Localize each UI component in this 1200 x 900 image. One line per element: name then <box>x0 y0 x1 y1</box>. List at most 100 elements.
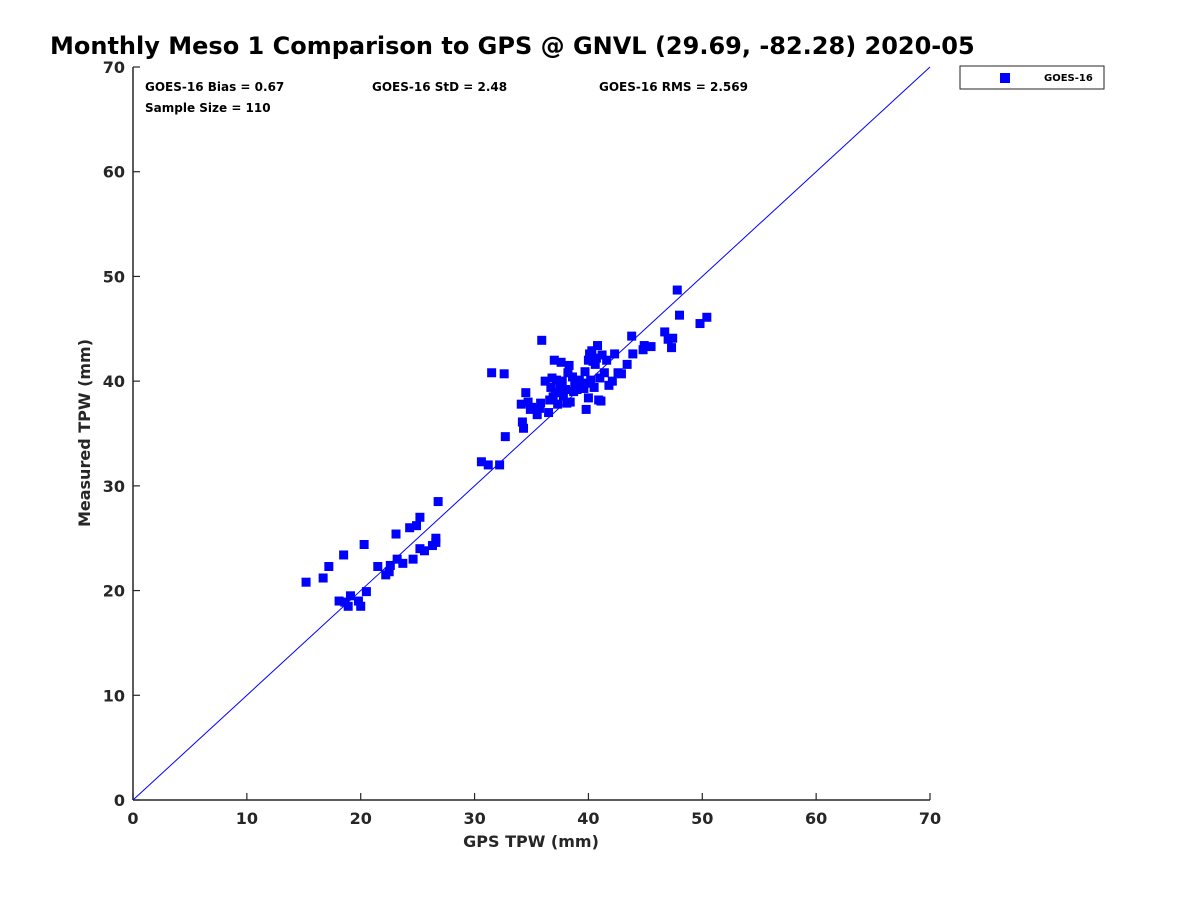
y-axis-ticks: 0 10 20 30 40 50 60 70 <box>103 58 140 810</box>
data-point <box>527 402 536 412</box>
x-tick-label: 50 <box>691 809 713 828</box>
data-point <box>590 359 600 369</box>
x-tick-label: 20 <box>350 809 372 828</box>
data-point <box>487 368 497 378</box>
data-point <box>324 561 334 571</box>
data-point <box>553 399 563 409</box>
data-point <box>384 567 394 577</box>
data-point <box>557 376 567 386</box>
y-tick-label: 20 <box>103 582 125 601</box>
data-point <box>628 349 638 359</box>
data-point <box>392 554 402 564</box>
y-tick-label: 50 <box>103 267 125 286</box>
data-point <box>646 342 656 352</box>
y-tick-label: 40 <box>103 372 125 391</box>
legend-marker <box>1000 73 1010 83</box>
data-point <box>622 359 632 369</box>
bias-stat: GOES-16 Bias = 0.67 <box>145 80 284 94</box>
data-point <box>476 457 486 467</box>
data-point <box>334 596 344 606</box>
data-point <box>602 355 612 365</box>
data-point <box>547 373 557 383</box>
data-point <box>581 404 591 414</box>
data-point <box>412 521 422 531</box>
data-point <box>586 375 596 385</box>
data-point <box>578 378 588 388</box>
plot-area: 0 10 20 30 40 50 60 70 0 10 20 30 40 50 60 70 <box>103 58 941 828</box>
data-point <box>385 560 395 570</box>
x-tick-label: 10 <box>236 809 258 828</box>
data-point <box>564 360 574 370</box>
data-point <box>595 373 605 383</box>
data-point <box>668 333 678 343</box>
legend-label: GOES-16 <box>1044 73 1093 84</box>
data-point <box>540 376 550 386</box>
data-point <box>556 357 566 367</box>
data-point <box>607 376 617 386</box>
data-point <box>639 341 649 351</box>
data-point <box>500 432 510 442</box>
sample-size-stat: Sample Size = 110 <box>145 101 271 115</box>
data-point <box>398 558 408 568</box>
data-point <box>519 423 529 433</box>
data-point <box>523 397 533 407</box>
data-point <box>667 343 677 353</box>
data-point <box>361 587 371 597</box>
data-point <box>596 396 606 406</box>
data-point <box>345 591 355 601</box>
data-point <box>419 546 429 556</box>
y-tick-label: 60 <box>103 163 125 182</box>
data-point <box>353 596 363 606</box>
data-point <box>433 497 443 507</box>
data-point <box>408 554 418 564</box>
x-tick-label: 70 <box>919 809 941 828</box>
data-point <box>616 369 626 379</box>
data-point <box>318 573 328 583</box>
legend: GOES-16 <box>959 65 1105 90</box>
data-point <box>672 285 682 295</box>
data-point <box>499 369 509 379</box>
data-point <box>675 310 685 320</box>
data-point <box>521 388 531 398</box>
data-point <box>591 353 601 363</box>
data-point <box>579 383 589 393</box>
data-point <box>580 367 590 377</box>
data-point <box>565 397 575 407</box>
data-point <box>516 399 526 409</box>
one-to-one-reference-line <box>132 66 931 801</box>
data-point <box>663 334 673 344</box>
data-point <box>583 355 593 365</box>
y-tick-label: 10 <box>103 686 125 705</box>
data-point <box>555 382 565 392</box>
data-point <box>483 460 493 470</box>
data-point <box>550 388 560 398</box>
x-axis-label: GPS TPW (mm) <box>463 832 599 851</box>
data-point <box>610 349 620 359</box>
data-point <box>359 539 369 549</box>
data-point <box>536 398 546 408</box>
x-tick-label: 0 <box>127 809 138 828</box>
data-point <box>495 460 505 470</box>
x-tick-label: 30 <box>463 809 485 828</box>
data-point <box>702 312 712 322</box>
data-point <box>517 417 527 427</box>
data-point <box>549 355 559 365</box>
data-point <box>695 319 705 329</box>
std-stat: GOES-16 StD = 2.48 <box>372 80 507 94</box>
data-point <box>532 410 542 420</box>
data-point <box>544 408 554 418</box>
data-point <box>563 368 573 378</box>
rms-stat: GOES-16 RMS = 2.569 <box>599 80 748 94</box>
data-point <box>415 544 425 554</box>
data-point <box>593 341 603 351</box>
data-point <box>558 391 568 401</box>
data-point <box>587 346 597 356</box>
data-point <box>373 561 383 571</box>
chart-title: Monthly Meso 1 Comparison to GPS @ GNVL … <box>50 32 975 60</box>
data-point <box>343 601 353 611</box>
data-point <box>552 375 562 385</box>
y-axis-label: Measured TPW (mm) <box>75 339 94 527</box>
data-point <box>301 577 311 587</box>
y-tick-label: 70 <box>103 58 125 77</box>
data-point <box>627 331 637 341</box>
